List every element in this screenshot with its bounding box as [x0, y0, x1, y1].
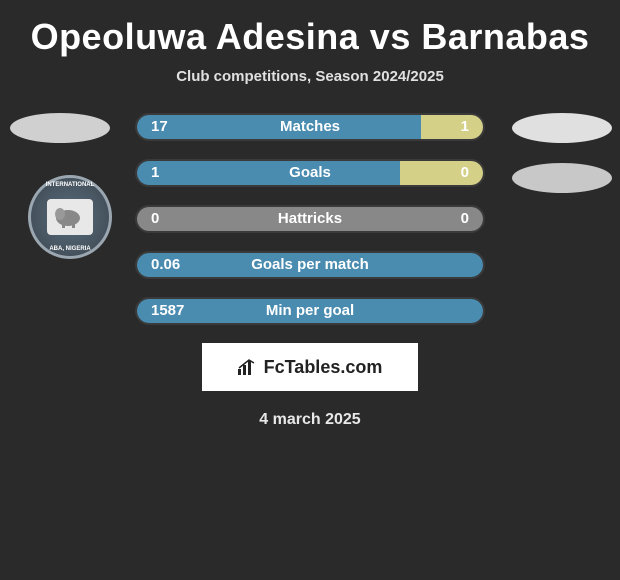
player-right-placeholder-2: [512, 163, 612, 193]
stat-value-right: 1: [461, 115, 469, 139]
club-badge-text-bottom: ABA, NIGERIA: [31, 246, 109, 252]
stat-value-left: 1587: [151, 299, 184, 323]
player-left-placeholder: [10, 113, 110, 143]
elephant-icon: [52, 204, 88, 230]
stat-value-left: 17: [151, 115, 168, 139]
stat-value-left: 1: [151, 161, 159, 185]
stat-value-left: 0: [151, 207, 159, 231]
stat-value-right: 0: [461, 161, 469, 185]
chart-icon: [238, 359, 258, 375]
stat-label: Matches: [137, 115, 483, 139]
subtitle: Club competitions, Season 2024/2025: [0, 68, 620, 85]
stat-label: Goals: [137, 161, 483, 185]
stat-row: Min per goal1587: [135, 297, 485, 325]
stat-value-right: 0: [461, 207, 469, 231]
stat-label: Min per goal: [137, 299, 483, 323]
stat-row: Hattricks0 0: [135, 205, 485, 233]
stat-label: Goals per match: [137, 253, 483, 277]
comparison-card: Opeoluwa Adesina vs Barnabas Club compet…: [0, 0, 620, 439]
club-badge-text-top: INTERNATIONAL: [31, 182, 109, 188]
brand-box[interactable]: FcTables.com: [202, 343, 418, 391]
stat-row: Goals1 0: [135, 159, 485, 187]
content-area: INTERNATIONAL ABA, NIGERIA Matches171Goa…: [0, 113, 620, 429]
club-badge: INTERNATIONAL ABA, NIGERIA: [28, 175, 112, 259]
stat-row: Matches17 1: [135, 113, 485, 141]
stat-value-left: 0.06: [151, 253, 180, 277]
stat-label: Hattricks: [137, 207, 483, 231]
player-right-placeholder-1: [512, 113, 612, 143]
club-badge-icon: [47, 199, 93, 235]
page-title: Opeoluwa Adesina vs Barnabas: [0, 16, 620, 58]
stat-row: Goals per match0.06: [135, 251, 485, 279]
date-text: 4 march 2025: [0, 411, 620, 429]
stat-bars: Matches171Goals10Hattricks00Goals per ma…: [135, 113, 485, 325]
brand-text: FcTables.com: [264, 357, 383, 378]
